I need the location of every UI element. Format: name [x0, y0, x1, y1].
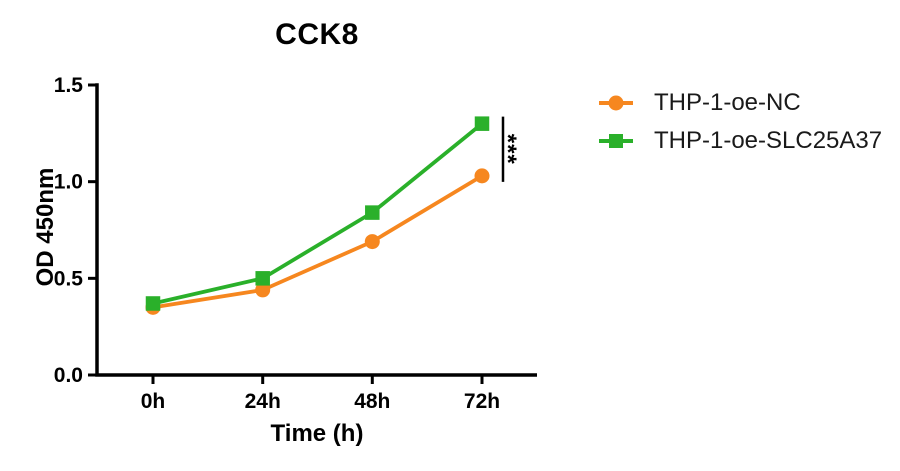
series-line	[153, 176, 482, 307]
series-line	[153, 124, 482, 304]
data-point-square	[146, 296, 161, 311]
y-tick-label: 1.5	[54, 74, 84, 97]
data-point-circle	[475, 168, 490, 183]
legend-item-slc25a37: THP-1-oe-SLC25A37	[598, 122, 882, 160]
x-tick-label: 0h	[141, 390, 166, 413]
x-tick-label: 72h	[464, 390, 500, 413]
axes	[97, 83, 537, 375]
figure-cck8-line-chart: 0.00.51.01.50h24h48h72h*** CCK8 OD 450nm…	[0, 0, 900, 471]
legend-marker-square-icon	[598, 132, 636, 150]
legend-item-nc: THP-1-oe-NC	[598, 84, 882, 122]
x-tick-label: 48h	[354, 390, 390, 413]
y-axis-label: OD 450nm	[32, 168, 60, 287]
legend: THP-1-oe-NC THP-1-oe-SLC25A37	[598, 84, 882, 160]
data-point-square	[365, 205, 380, 220]
x-axis-label: Time (h)	[97, 420, 537, 448]
legend-label: THP-1-oe-SLC25A37	[654, 127, 882, 155]
legend-label: THP-1-oe-NC	[654, 89, 801, 117]
significance-stars: ***	[494, 134, 521, 165]
chart-canvas: 0.00.51.01.50h24h48h72h***	[0, 0, 900, 471]
y-tick-label: 0.0	[54, 364, 83, 387]
legend-marker-circle-icon	[598, 94, 636, 112]
data-point-square	[255, 271, 270, 286]
x-tick-label: 24h	[245, 390, 281, 413]
data-point-circle	[365, 234, 380, 249]
chart-title: CCK8	[97, 18, 537, 52]
data-point-square	[475, 116, 490, 130]
